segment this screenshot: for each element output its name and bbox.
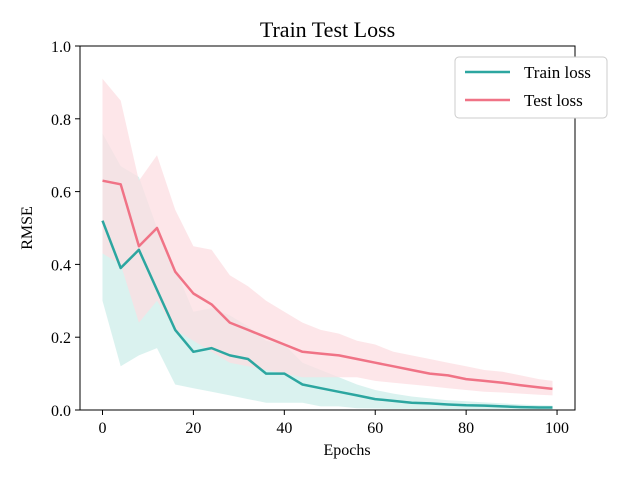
chart-title: Train Test Loss	[260, 17, 395, 42]
y-axis-ticks: 0.0 0.2 0.4 0.6 0.8 1.0	[51, 39, 80, 420]
legend: Train loss Test loss	[454, 56, 608, 119]
x-tick-label: 100	[545, 420, 569, 437]
y-tick-label: 0.4	[51, 257, 71, 274]
y-tick-label: 0.6	[51, 185, 71, 202]
legend-label-train-loss: Train loss	[524, 63, 591, 82]
x-tick-label: 0	[99, 420, 107, 437]
series-lines	[101, 179, 553, 409]
y-tick-label: 1.0	[51, 39, 71, 56]
x-axis-ticks: 0 20 40 60 80 100	[99, 410, 569, 437]
y-tick-label: 0.2	[51, 330, 71, 347]
x-tick-label: 80	[458, 420, 474, 437]
x-tick-label: 60	[367, 420, 383, 437]
y-tick-label: 0.0	[51, 403, 71, 420]
test-loss-band	[102, 78, 553, 396]
train-loss-line	[101, 220, 553, 409]
confidence-bands	[102, 78, 553, 410]
x-tick-label: 20	[185, 420, 201, 437]
x-axis-label: Epochs	[323, 442, 370, 459]
y-axis-label: RMSE	[19, 206, 36, 250]
plot-frame	[79, 45, 576, 411]
legend-label-test-loss: Test loss	[524, 91, 583, 110]
y-tick-label: 0.8	[51, 112, 71, 129]
test-loss-line	[102, 179, 553, 391]
x-tick-label: 40	[276, 420, 292, 437]
